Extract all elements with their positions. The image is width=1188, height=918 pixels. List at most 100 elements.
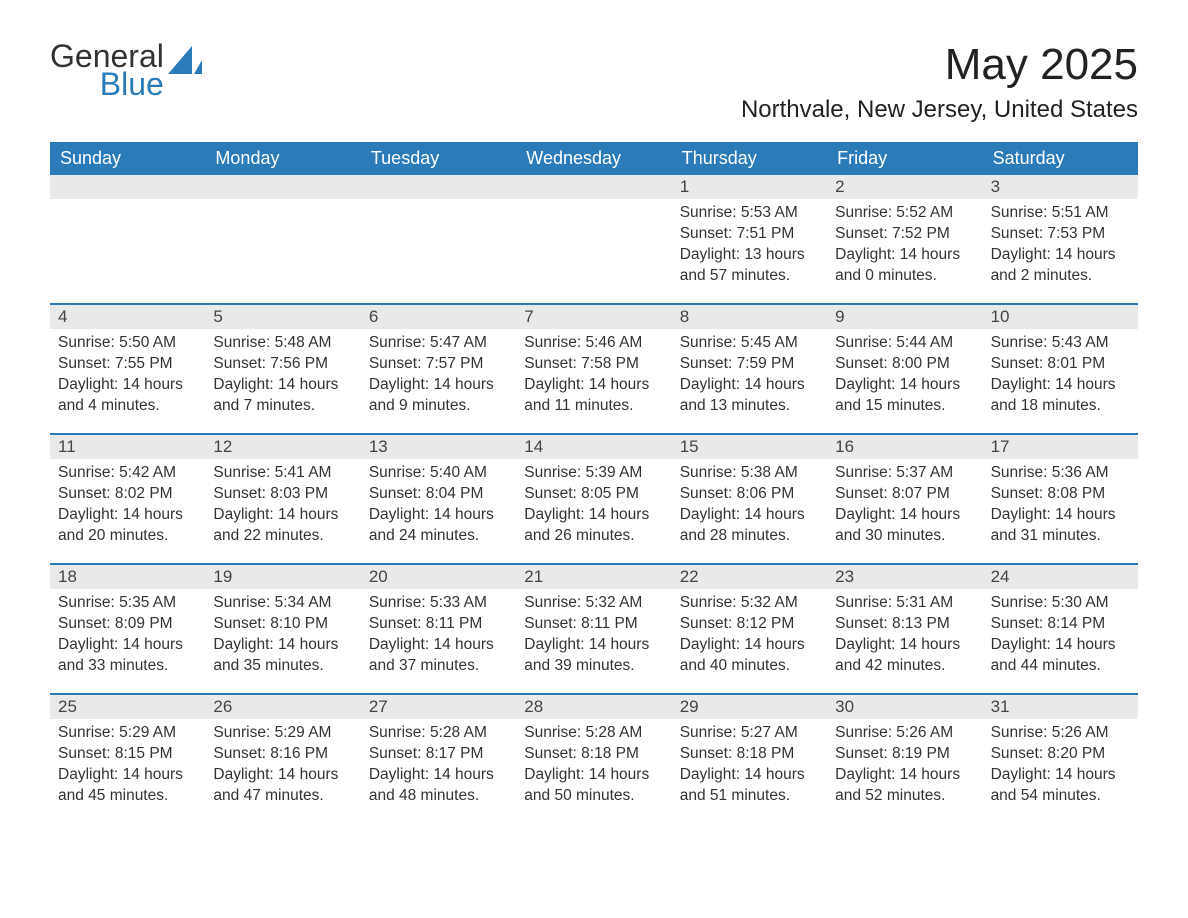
weekday-wednesday: Wednesday <box>516 142 671 175</box>
day-number: 6 <box>369 307 378 326</box>
day-dl1: Daylight: 14 hours <box>835 765 974 786</box>
day-number: 31 <box>991 697 1010 716</box>
day-number: 20 <box>369 567 388 586</box>
day-body: Sunrise: 5:32 AMSunset: 8:11 PMDaylight:… <box>516 589 671 677</box>
weekday-friday: Friday <box>827 142 982 175</box>
weekday-header-row: Sunday Monday Tuesday Wednesday Thursday… <box>50 142 1138 175</box>
day-number-bar: 25 <box>50 695 205 719</box>
day-sunrise: Sunrise: 5:29 AM <box>58 723 197 744</box>
day-number: 3 <box>991 177 1000 196</box>
calendar-day-cell: 26Sunrise: 5:29 AMSunset: 8:16 PMDayligh… <box>205 695 360 823</box>
day-sunrise: Sunrise: 5:48 AM <box>213 333 352 354</box>
day-dl2: and 7 minutes. <box>213 396 352 417</box>
day-sunset: Sunset: 8:12 PM <box>680 614 819 635</box>
day-number-bar: 9 <box>827 305 982 329</box>
day-number: 9 <box>835 307 844 326</box>
day-sunset: Sunset: 8:04 PM <box>369 484 508 505</box>
calendar-day-cell: 5Sunrise: 5:48 AMSunset: 7:56 PMDaylight… <box>205 305 360 433</box>
day-dl2: and 57 minutes. <box>680 266 819 287</box>
day-number-bar: 2 <box>827 175 982 199</box>
day-body: Sunrise: 5:45 AMSunset: 7:59 PMDaylight:… <box>672 329 827 417</box>
day-dl1: Daylight: 14 hours <box>991 375 1130 396</box>
day-number: 11 <box>58 437 76 456</box>
day-sunset: Sunset: 7:59 PM <box>680 354 819 375</box>
day-dl1: Daylight: 14 hours <box>58 375 197 396</box>
day-number-bar: 30 <box>827 695 982 719</box>
day-sunrise: Sunrise: 5:26 AM <box>991 723 1130 744</box>
day-dl2: and 18 minutes. <box>991 396 1130 417</box>
day-body: Sunrise: 5:26 AMSunset: 8:20 PMDaylight:… <box>983 719 1138 807</box>
day-body: Sunrise: 5:39 AMSunset: 8:05 PMDaylight:… <box>516 459 671 547</box>
day-sunset: Sunset: 7:52 PM <box>835 224 974 245</box>
day-number-bar: 8 <box>672 305 827 329</box>
day-dl1: Daylight: 14 hours <box>680 765 819 786</box>
day-dl1: Daylight: 14 hours <box>524 635 663 656</box>
day-number: 29 <box>680 697 699 716</box>
day-number: 1 <box>680 177 689 196</box>
day-number-bar: 16 <box>827 435 982 459</box>
day-number: 17 <box>991 437 1010 456</box>
day-dl2: and 47 minutes. <box>213 786 352 807</box>
day-dl2: and 52 minutes. <box>835 786 974 807</box>
day-number: 2 <box>835 177 844 196</box>
day-number: 15 <box>680 437 699 456</box>
day-sunset: Sunset: 8:16 PM <box>213 744 352 765</box>
day-sunset: Sunset: 8:02 PM <box>58 484 197 505</box>
day-number-bar: 3 <box>983 175 1138 199</box>
day-number: 5 <box>213 307 222 326</box>
day-sunrise: Sunrise: 5:28 AM <box>369 723 508 744</box>
calendar-day-cell <box>50 175 205 303</box>
calendar-day-cell: 21Sunrise: 5:32 AMSunset: 8:11 PMDayligh… <box>516 565 671 693</box>
day-dl1: Daylight: 14 hours <box>835 635 974 656</box>
day-dl2: and 42 minutes. <box>835 656 974 677</box>
day-sunset: Sunset: 7:55 PM <box>58 354 197 375</box>
day-dl1: Daylight: 14 hours <box>213 765 352 786</box>
day-number-bar: 14 <box>516 435 671 459</box>
day-sunrise: Sunrise: 5:51 AM <box>991 203 1130 224</box>
day-dl2: and 54 minutes. <box>991 786 1130 807</box>
weekday-tuesday: Tuesday <box>361 142 516 175</box>
day-dl1: Daylight: 14 hours <box>835 505 974 526</box>
day-number-bar: 7 <box>516 305 671 329</box>
day-sunrise: Sunrise: 5:36 AM <box>991 463 1130 484</box>
day-dl1: Daylight: 14 hours <box>58 765 197 786</box>
logo-text: General Blue <box>50 40 164 100</box>
calendar-day-cell: 24Sunrise: 5:30 AMSunset: 8:14 PMDayligh… <box>983 565 1138 693</box>
day-dl2: and 51 minutes. <box>680 786 819 807</box>
day-sunrise: Sunrise: 5:26 AM <box>835 723 974 744</box>
day-sunset: Sunset: 8:17 PM <box>369 744 508 765</box>
weeks-container: 1 Sunrise: 5:53 AMSunset: 7:51 PM Daylight… <box>50 175 1138 823</box>
day-number-bar <box>205 175 360 199</box>
calendar-day-cell: 30Sunrise: 5:26 AMSunset: 8:19 PMDayligh… <box>827 695 982 823</box>
day-dl2: and 44 minutes. <box>991 656 1130 677</box>
day-number: 30 <box>835 697 854 716</box>
day-sunrise: Sunrise: 5:53 AM <box>680 203 819 224</box>
calendar-day-cell: 28Sunrise: 5:28 AMSunset: 8:18 PMDayligh… <box>516 695 671 823</box>
day-sunrise: Sunrise: 5:52 AM <box>835 203 974 224</box>
day-number: 7 <box>524 307 533 326</box>
day-body: Sunrise: 5:36 AMSunset: 8:08 PMDaylight:… <box>983 459 1138 547</box>
day-body: Sunrise: 5:43 AMSunset: 8:01 PMDaylight:… <box>983 329 1138 417</box>
day-number-bar: 19 <box>205 565 360 589</box>
sail-icon <box>168 46 202 79</box>
day-sunrise: Sunrise: 5:29 AM <box>213 723 352 744</box>
calendar-day-cell: 12Sunrise: 5:41 AMSunset: 8:03 PMDayligh… <box>205 435 360 563</box>
day-number-bar: 21 <box>516 565 671 589</box>
day-sunset: Sunset: 8:15 PM <box>58 744 197 765</box>
day-dl2: and 48 minutes. <box>369 786 508 807</box>
calendar-day-cell: 27Sunrise: 5:28 AMSunset: 8:17 PMDayligh… <box>361 695 516 823</box>
day-number-bar: 24 <box>983 565 1138 589</box>
day-sunset: Sunset: 7:51 PM <box>680 224 819 245</box>
day-sunrise: Sunrise: 5:38 AM <box>680 463 819 484</box>
calendar-day-cell: 29Sunrise: 5:27 AMSunset: 8:18 PMDayligh… <box>672 695 827 823</box>
day-sunset: Sunset: 8:20 PM <box>991 744 1130 765</box>
day-sunrise: Sunrise: 5:41 AM <box>213 463 352 484</box>
calendar-week: 25Sunrise: 5:29 AMSunset: 8:15 PMDayligh… <box>50 693 1138 823</box>
day-dl1: Daylight: 14 hours <box>835 375 974 396</box>
day-number-bar: 27 <box>361 695 516 719</box>
day-body: Sunrise: 5:31 AMSunset: 8:13 PMDaylight:… <box>827 589 982 677</box>
day-dl1: Daylight: 14 hours <box>991 635 1130 656</box>
day-sunset: Sunset: 8:11 PM <box>524 614 663 635</box>
day-body: Sunrise: 5:47 AMSunset: 7:57 PMDaylight:… <box>361 329 516 417</box>
day-sunset: Sunset: 8:03 PM <box>213 484 352 505</box>
